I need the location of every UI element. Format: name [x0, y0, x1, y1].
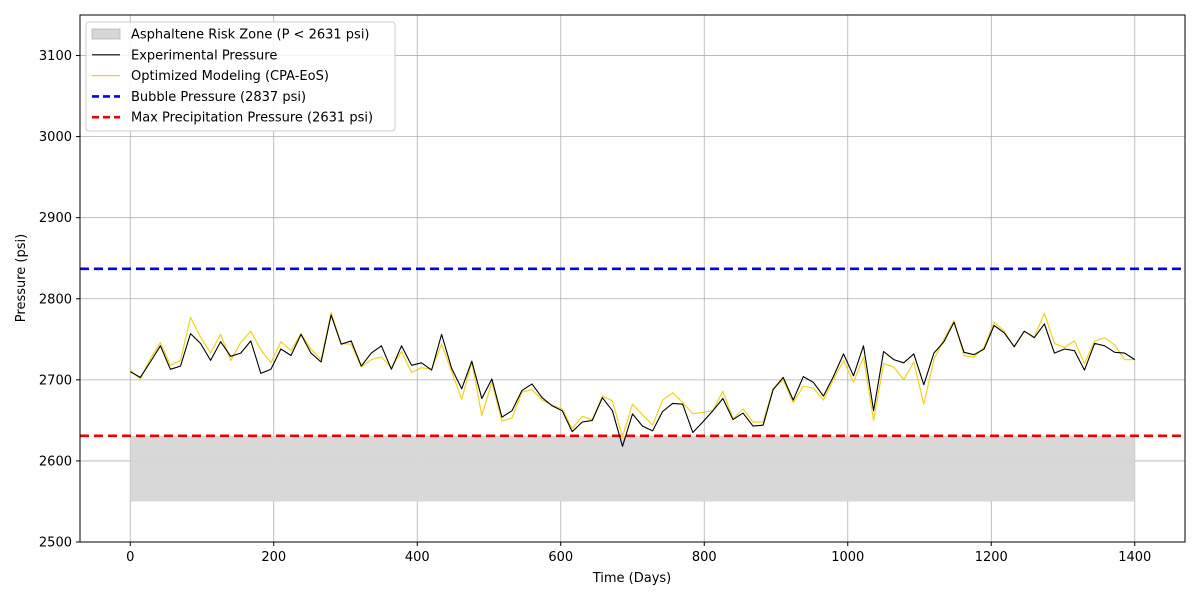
series-lines [129, 312, 1136, 447]
y-tick-label: 2500 [39, 536, 72, 551]
risk-zone-layer [130, 435, 1135, 502]
x-tick-label: 0 [126, 550, 134, 565]
axis-ticks: 0 200 400 600 800 1000 1200 1400 2500 2600 2700 280… [39, 49, 1151, 565]
asphaltene-risk-zone [130, 435, 1135, 502]
plot-frame [79, 14, 1186, 543]
y-axis-label: Pressure (psi) [14, 234, 29, 322]
x-axis-label: Time (Days) [592, 571, 672, 586]
y-tick-label: 2900 [39, 211, 72, 226]
x-tick-label: 800 [692, 550, 717, 565]
x-tick-label: 400 [405, 550, 430, 565]
x-tick-label: 200 [261, 550, 286, 565]
y-tick-label: 3100 [39, 49, 72, 64]
x-tick-label: 1200 [975, 550, 1008, 565]
legend-entry-max-precipitation-label: Max Precipitation Pressure (2631 psi) [131, 111, 373, 126]
legend-entry-risk-zone-swatch [91, 28, 121, 40]
y-tick-label: 2700 [39, 373, 72, 388]
y-tick-label: 2800 [39, 292, 72, 307]
legend: Asphaltene Risk Zone (P < 2631 psi) Exper… [85, 21, 396, 132]
y-tick-label: 3000 [39, 130, 72, 145]
optimized-modeling-series [129, 312, 1135, 438]
legend-entry-bubble-label: Bubble Pressure (2837 psi) [131, 90, 306, 105]
y-tick-label: 2600 [39, 454, 72, 469]
x-tick-label: 1000 [831, 550, 864, 565]
legend-entry-risk-zone-label: Asphaltene Risk Zone (P < 2631 psi) [131, 28, 370, 43]
x-tick-label: 1400 [1118, 550, 1151, 565]
reference-lines [80, 267, 1185, 438]
x-tick-label: 600 [548, 550, 573, 565]
legend-entry-optimized-label: Optimized Modeling (CPA-EoS) [131, 69, 329, 84]
legend-entry-experimental-label: Experimental Pressure [131, 48, 277, 63]
experimental-pressure-series [129, 314, 1136, 447]
legend-box [85, 21, 396, 132]
